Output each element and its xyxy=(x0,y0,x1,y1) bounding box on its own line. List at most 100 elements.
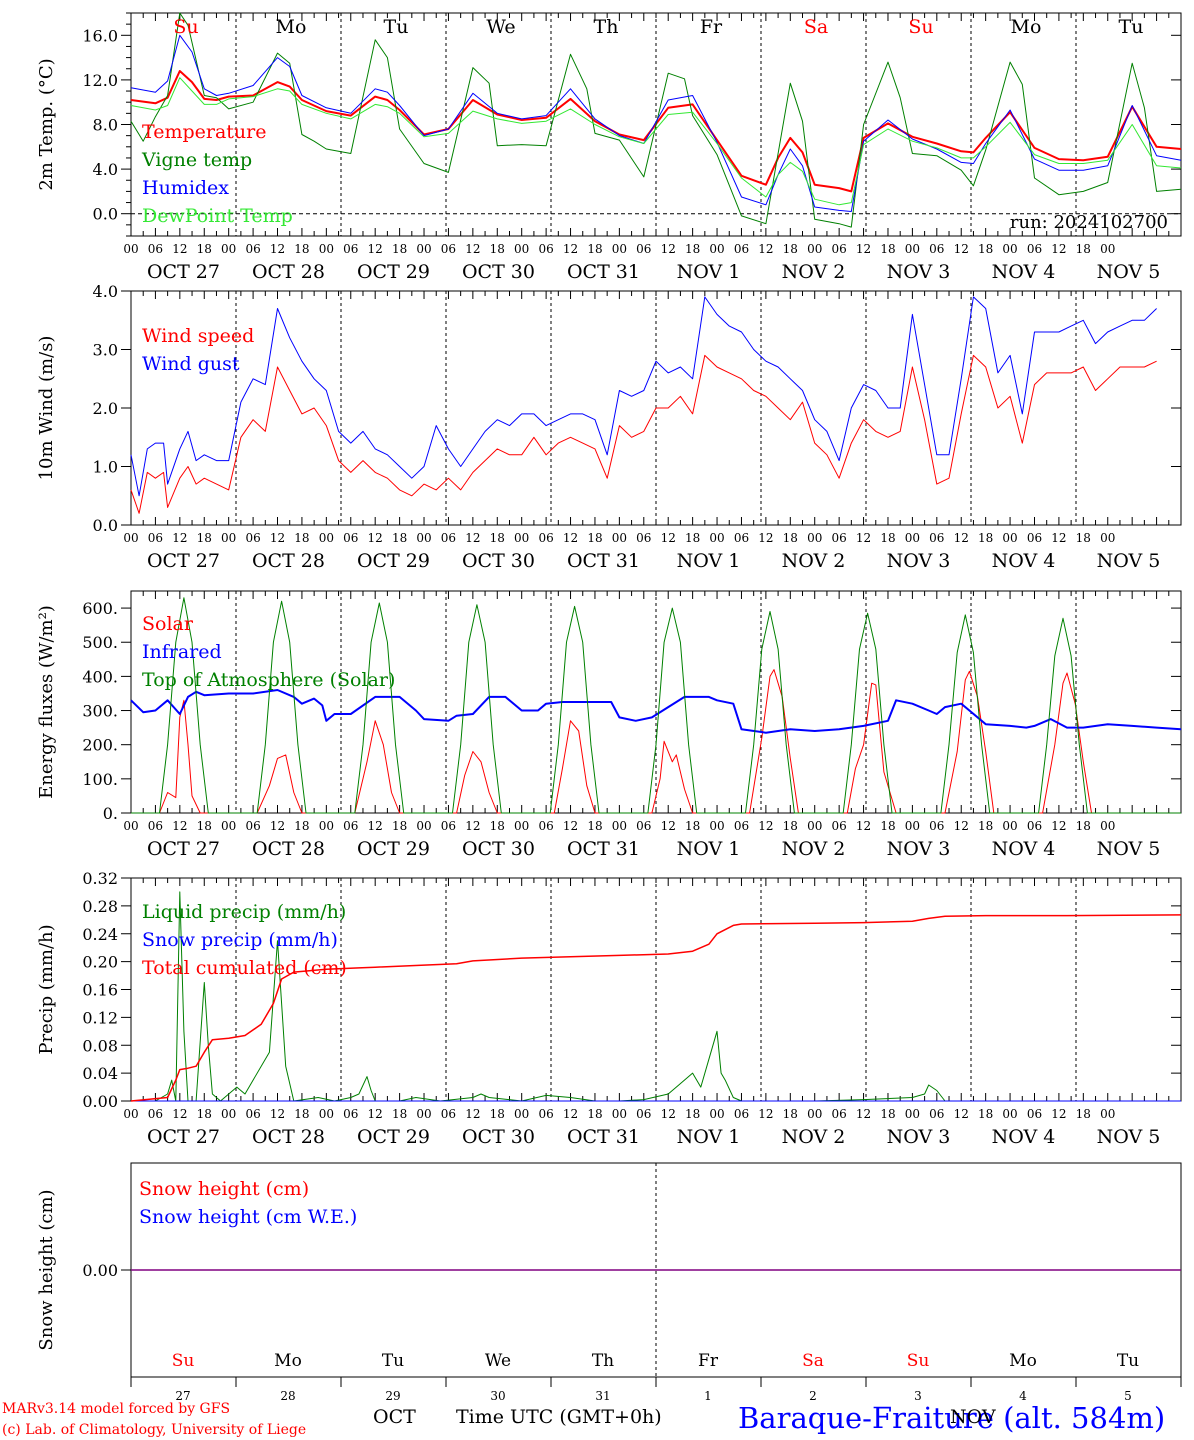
x-tick-label: 12 xyxy=(1051,819,1066,833)
date-label: NOV 3 xyxy=(887,838,951,860)
y-tick-label: 16.0 xyxy=(82,26,118,45)
x-tick-label: 06 xyxy=(538,819,553,833)
x-tick-label: 12 xyxy=(758,819,773,833)
x-tick-label: 18 xyxy=(587,819,602,833)
series-temp-0 xyxy=(130,70,1182,193)
day-abbr-bottom: Mo xyxy=(1009,1351,1037,1371)
x-tick-label: 12 xyxy=(856,819,871,833)
legend-entry: Solar xyxy=(142,613,194,635)
x-tick-label: 06 xyxy=(831,819,846,833)
x-tick-label: 00 xyxy=(905,531,920,545)
date-label: OCT 31 xyxy=(567,1126,640,1148)
y-tick-label: 600. xyxy=(82,599,118,618)
day-abbr-bottom: Su xyxy=(172,1351,195,1371)
x-tick-label: 00 xyxy=(319,819,334,833)
x-tick-label: 00 xyxy=(123,819,138,833)
day-abbr-top: Mo xyxy=(1011,16,1042,38)
legend-entry: Snow precip (mm/h) xyxy=(142,929,338,951)
day-abbr-top: Su xyxy=(908,16,933,38)
y-tick-label: 0.16 xyxy=(82,981,118,1000)
y-tick-label: 0.08 xyxy=(82,1036,118,1055)
x-tick-label: 06 xyxy=(148,242,163,256)
x-tick-label: 00 xyxy=(416,819,431,833)
x-tick-label: 00 xyxy=(1002,1107,1017,1121)
date-label: OCT 28 xyxy=(252,261,325,283)
x-tick-label: 12 xyxy=(465,242,480,256)
date-label: NOV 1 xyxy=(677,550,741,572)
x-tick-label: 18 xyxy=(587,242,602,256)
x-tick-label: 18 xyxy=(1076,819,1091,833)
series-wind-0 xyxy=(130,354,1157,514)
x-tick-label: 06 xyxy=(148,819,163,833)
x-tick-label: 12 xyxy=(172,531,187,545)
y-tick-label: 0.04 xyxy=(82,1064,118,1083)
x-tick-label: 12 xyxy=(661,242,676,256)
date-label: NOV 4 xyxy=(992,1126,1056,1148)
x-tick-label: 18 xyxy=(197,819,212,833)
x-tick-label: 06 xyxy=(245,819,260,833)
x-tick-label: 00 xyxy=(123,1107,138,1121)
x-tick-label: 06 xyxy=(343,1107,358,1121)
x-tick-label: 18 xyxy=(392,531,407,545)
x-tick-label: 06 xyxy=(1027,242,1042,256)
date-label: NOV 5 xyxy=(1097,1126,1161,1148)
x-tick-label: 00 xyxy=(514,1107,529,1121)
x-tick-label: 00 xyxy=(221,1107,236,1121)
x-tick-label: 06 xyxy=(245,1107,260,1121)
temp-panel: 00 06 12 18 00 06 12 18 00 06 12 18 00 06 12 18 00 06 12 18… xyxy=(36,12,1182,283)
wind-ylabel: 10m Wind (m/s) xyxy=(36,336,57,481)
date-label: OCT 27 xyxy=(147,550,220,572)
x-tick-label: 06 xyxy=(636,1107,651,1121)
x-tick-label: 18 xyxy=(490,531,505,545)
precip-panel: 00 06 12 18 00 06 12 18 00 06 12 18 00 06 12 18 00 06 12 18… xyxy=(36,869,1182,1148)
legend-entry: Wind gust xyxy=(142,353,240,375)
x-tick-label: 18 xyxy=(685,242,700,256)
x-tick-label: 12 xyxy=(563,531,578,545)
x-tick-label: 00 xyxy=(612,531,627,545)
date-label: NOV 2 xyxy=(782,1126,846,1148)
date-label: OCT 28 xyxy=(252,838,325,860)
date-label: OCT 28 xyxy=(252,550,325,572)
x-tick-label: 00 xyxy=(612,242,627,256)
x-tick-label: 12 xyxy=(954,1107,969,1121)
x-tick-label: 18 xyxy=(880,242,895,256)
x-tick-label: 12 xyxy=(563,242,578,256)
date-label: OCT 27 xyxy=(147,1126,220,1148)
x-tick-label: 00 xyxy=(514,531,529,545)
x-tick-label: 12 xyxy=(856,1107,871,1121)
x-tick-label: 12 xyxy=(368,242,383,256)
date-label: NOV 4 xyxy=(992,261,1056,283)
temp-ylabel: 2m Temp. (°C) xyxy=(36,58,57,190)
date-label: OCT 29 xyxy=(357,838,430,860)
x-tick-label: 12 xyxy=(954,819,969,833)
date-label: OCT 27 xyxy=(147,838,220,860)
day-abbr-bottom: Mo xyxy=(274,1351,302,1371)
date-label: NOV 3 xyxy=(887,1126,951,1148)
x-tick-label: 18 xyxy=(685,819,700,833)
day-abbr-top: Mo xyxy=(276,16,307,38)
day-abbr-top: Tu xyxy=(1119,16,1144,38)
day-number: 5 xyxy=(1124,1389,1132,1403)
x-tick-label: 12 xyxy=(758,1107,773,1121)
date-label: OCT 28 xyxy=(252,1126,325,1148)
legend-entry: Humidex xyxy=(142,177,229,199)
x-tick-label: 00 xyxy=(612,1107,627,1121)
y-tick-label: 4.0 xyxy=(93,160,118,179)
x-tick-label: 00 xyxy=(1002,242,1017,256)
x-tick-label: 18 xyxy=(685,531,700,545)
x-tick-label: 18 xyxy=(294,242,309,256)
x-tick-label: 18 xyxy=(783,531,798,545)
x-tick-label: 06 xyxy=(1027,531,1042,545)
x-tick-label: 06 xyxy=(245,531,260,545)
y-tick-label: 0.0 xyxy=(93,205,118,224)
snow-ylabel: Snow height (cm) xyxy=(36,1189,57,1350)
y-tick-label: 3.0 xyxy=(93,341,118,360)
series-temp-1 xyxy=(130,12,1182,228)
x-tick-label: 12 xyxy=(563,819,578,833)
x-tick-label: 06 xyxy=(734,819,749,833)
x-tick-label: 18 xyxy=(978,1107,993,1121)
day-number: 28 xyxy=(280,1389,295,1403)
x-tick-label: 12 xyxy=(172,242,187,256)
date-label: OCT 29 xyxy=(357,1126,430,1148)
